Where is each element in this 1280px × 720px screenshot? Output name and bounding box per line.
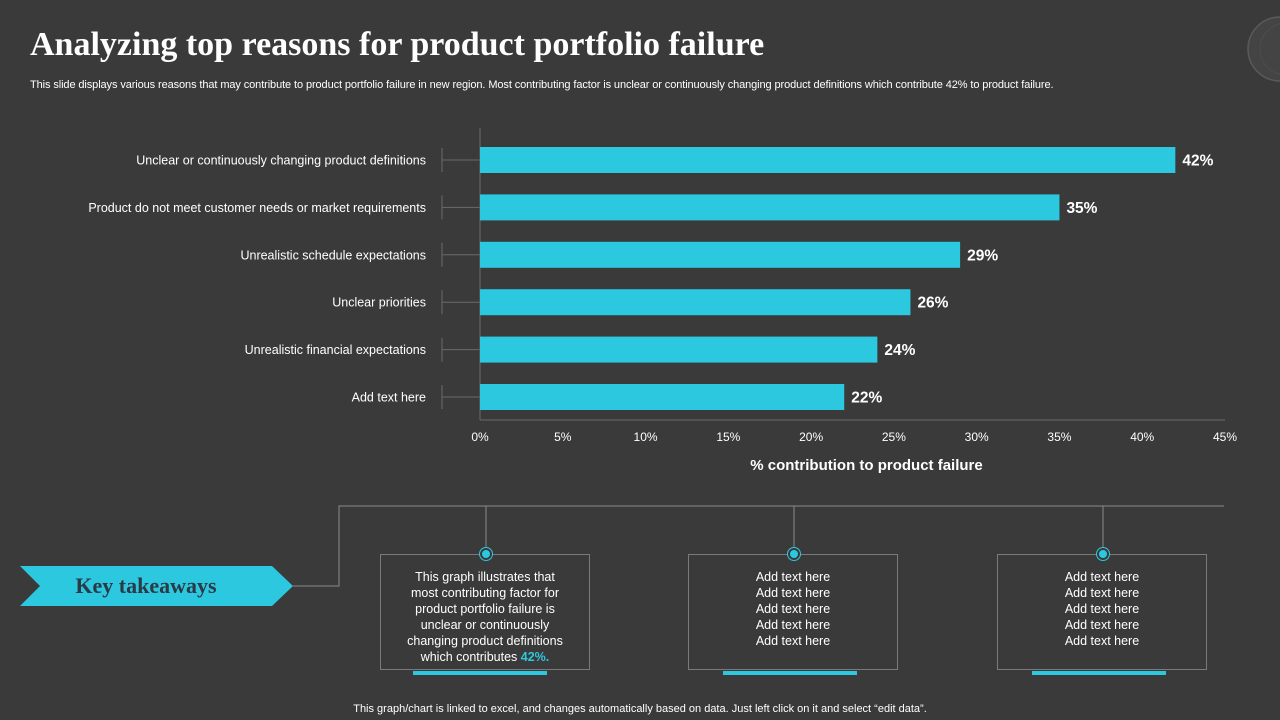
footer-note: This graph/chart is linked to excel, and… [353,703,927,715]
takeaway-3-line: Add text here [1064,618,1140,632]
takeaway-box-3: Add text here Add text here Add text her… [997,554,1207,670]
takeaway-2-line: Add text here [755,618,831,632]
x-tick-label: 45% [1213,430,1237,444]
takeaway-1-line: changing product definitions [407,634,563,648]
takeaway-3-line: Add text here [1064,570,1140,584]
bar-value-label: 29% [967,247,998,264]
corner-circle-decoration [1247,16,1280,82]
page-subtitle: This slide displays various reasons that… [30,79,1054,91]
takeaway-3-line: Add text here [1064,586,1140,600]
key-takeaways-label: Key takeaways [75,573,217,598]
bar-value-label: 24% [884,342,915,359]
category-label: Add text here [352,391,426,405]
bar-value-label: 26% [917,295,948,312]
takeaway-1-dot [480,548,492,560]
takeaway-3-dot [1097,548,1109,560]
x-tick-label: 30% [965,430,989,444]
takeaway-3-accent-bar [1032,671,1166,675]
bar-value-label: 35% [1066,200,1097,217]
takeaway-1-line: This graph illustrates that [415,570,555,584]
takeaway-3-line: Add text here [1064,602,1140,616]
takeaway-box-1: This graph illustrates that most contrib… [380,554,590,670]
takeaway-2-dot [788,548,800,560]
takeaway-1-line: unclear or continuously [420,618,550,632]
bar [480,241,961,268]
x-tick-label: 5% [554,430,572,444]
category-label: Unclear or continuously changing product… [136,154,426,168]
x-tick-label: 25% [882,430,906,444]
takeaway-2-line: Add text here [755,602,831,616]
category-label: Unrealistic schedule expectations [240,248,426,262]
takeaway-1-last-line: which contributes 42%. [393,649,577,665]
x-tick-label: 20% [799,430,823,444]
bar [480,147,1176,173]
bar [480,194,1060,221]
takeaway-2-line: Add text here [755,570,831,584]
page-title: Analyzing top reasons for product portfo… [30,26,765,63]
x-tick-label: 10% [634,430,658,444]
key-takeaways-banner [20,566,293,606]
bar-value-label: 42% [1182,153,1213,170]
takeaway-2-line: Add text here [755,634,831,648]
takeaway-1-highlight: 42% [520,650,546,664]
takeaway-2-accent-bar [723,671,857,675]
bar-value-label: 22% [851,390,882,407]
bar [480,384,845,410]
bar [480,336,878,363]
takeaway-1-prefix: which contributes [420,650,521,664]
takeaway-box-2: Add text here Add text here Add text her… [688,554,898,670]
x-tick-label: 35% [1047,430,1071,444]
x-axis-title: % contribution to product failure [750,457,983,474]
takeaway-1-suffix: . [545,650,550,664]
takeaway-1-line: product portfolio failure is [415,602,555,616]
x-tick-label: 15% [716,430,740,444]
takeaway-3-line: Add text here [1064,634,1140,648]
takeaway-2-line: Add text here [755,586,831,600]
category-label: Product do not meet customer needs or ma… [88,201,426,215]
bar [480,289,911,316]
takeaway-1-line: most contributing factor for [411,586,559,600]
takeaway-1-accent-bar [413,671,547,675]
category-label: Unrealistic financial expectations [245,343,426,357]
category-label: Unclear priorities [332,296,426,310]
x-tick-label: 0% [471,430,489,444]
x-tick-label: 40% [1130,430,1154,444]
connector-line [293,505,1224,587]
